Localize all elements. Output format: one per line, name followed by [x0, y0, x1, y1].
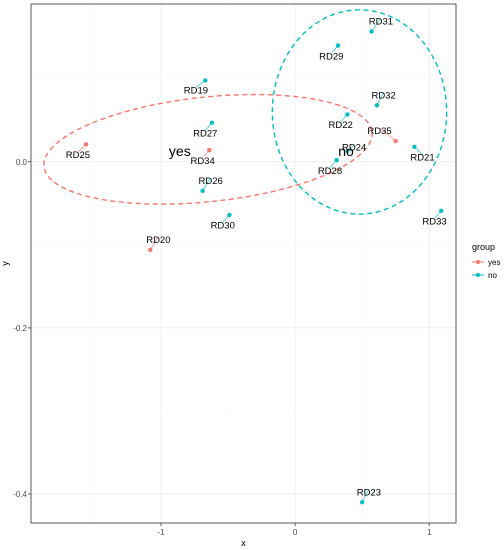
legend-key-point-no — [476, 273, 480, 277]
point-label-rd34: RD34 — [190, 156, 214, 167]
legend-label-no: no — [488, 271, 497, 280]
label-connector-rd21 — [414, 146, 423, 155]
x-tick-label: 1 — [427, 528, 432, 537]
point-label-rd20: RD20 — [146, 235, 170, 246]
point-label-rd24: RD24 — [342, 143, 366, 154]
legend: group yes no — [472, 242, 500, 280]
y-axis-title: y — [0, 261, 10, 266]
legend-entries: yes no — [472, 258, 500, 280]
ellipse-yes — [43, 93, 373, 205]
label-connector-rd27 — [205, 122, 213, 131]
legend-key-point-yes — [476, 260, 480, 264]
label-connector-rd20 — [150, 236, 159, 250]
point-label-rd33: RD33 — [422, 217, 446, 228]
point-rd32 — [374, 103, 380, 108]
label-connector-rd33 — [434, 210, 442, 219]
ellipse-no — [271, 9, 448, 215]
y-tick-label: -0.2 — [13, 324, 27, 333]
label-connector-rd29 — [331, 45, 339, 54]
point-label-rd30: RD30 — [211, 221, 235, 232]
label-connector-rd22 — [340, 114, 348, 123]
point-label-rd35: RD35 — [367, 126, 391, 137]
legend-title: group — [472, 242, 495, 252]
point-label-rd23: RD23 — [357, 487, 381, 498]
point-label-rd21: RD21 — [410, 153, 434, 164]
label-connector-rd34 — [202, 149, 210, 159]
point-label-rd19: RD19 — [184, 85, 208, 96]
point-rd31 — [369, 29, 374, 34]
label-connector-rd24 — [347, 144, 355, 152]
group-ellipses — [43, 9, 448, 215]
y-tick-label: 0.0 — [16, 158, 28, 167]
label-connector-rd35 — [379, 127, 396, 142]
point-label-rd25: RD25 — [66, 150, 90, 161]
legend-label-yes: yes — [488, 258, 500, 267]
label-connector-rd26 — [202, 177, 211, 191]
point-label-rd26: RD26 — [199, 176, 223, 187]
point-label-rd29: RD29 — [319, 51, 343, 62]
plot-panel-border — [30, 3, 457, 524]
label-connector-rd31 — [371, 18, 382, 32]
x-tick-label: -1 — [157, 528, 165, 537]
point-label-rd27: RD27 — [193, 129, 217, 140]
label-connector-rd23 — [361, 489, 370, 503]
point-label-rd22: RD22 — [329, 120, 353, 131]
label-connector-rd28 — [329, 159, 337, 169]
x-tick-label: 0 — [293, 528, 298, 537]
point-label-rd28: RD28 — [318, 166, 342, 177]
label-connector-rd30 — [222, 214, 230, 223]
point-labels: RD25 RD34 RD20 RD35 RD31 RD29 RD19 RD32 RD22 RD27… — [66, 16, 447, 503]
label-connector-rd19 — [195, 80, 206, 88]
label-connector-rd32 — [376, 92, 384, 106]
x-axis-title: x — [241, 538, 246, 548]
point-label-rd31: RD31 — [369, 16, 393, 27]
point-label-rd32: RD32 — [371, 90, 395, 101]
y-tick-label: -0.4 — [13, 490, 27, 499]
group-labels: yes no — [169, 143, 354, 159]
axis-ticks: -1 0 1 0.0 -0.2 -0.4 — [13, 158, 432, 537]
label-connector-rd25 — [77, 144, 87, 153]
grid-lines — [31, 4, 456, 523]
group-label-no: no — [338, 143, 354, 159]
group-label-yes: yes — [169, 143, 191, 159]
